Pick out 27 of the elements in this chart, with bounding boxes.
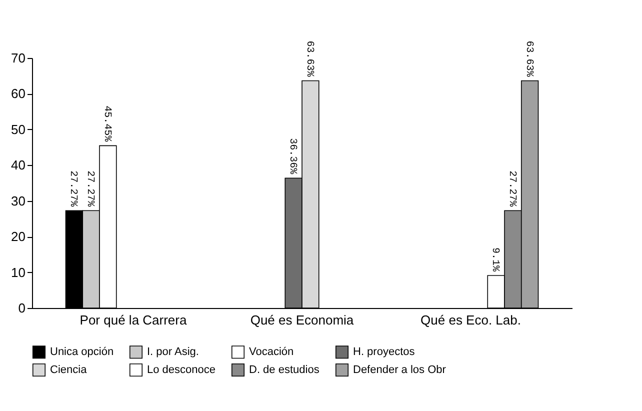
y-tick-label: 10 bbox=[11, 264, 26, 280]
legend-label: Defender a los Obr bbox=[353, 364, 446, 376]
legend-label: Unica opción bbox=[50, 346, 114, 358]
data-label: 63.63% bbox=[303, 40, 314, 77]
legend-label: D. de estudios bbox=[249, 364, 320, 376]
data-label: 27.27% bbox=[84, 170, 96, 207]
legend-label: Vocación bbox=[249, 346, 294, 358]
data-label: 9.1% bbox=[489, 247, 500, 272]
y-tick-label: 50 bbox=[11, 122, 26, 137]
legend-label: Ciencia bbox=[50, 364, 88, 376]
x-tick-label: Qué es Economia bbox=[250, 312, 354, 328]
x-tick-label: Por qué la Carrera bbox=[80, 312, 188, 328]
y-tick-label: 0 bbox=[18, 300, 26, 316]
legend-label: H. proyectos bbox=[353, 346, 416, 358]
y-tick-label: 20 bbox=[11, 229, 26, 244]
y-tick-label: 60 bbox=[11, 86, 26, 102]
y-tick-label: 70 bbox=[11, 50, 26, 66]
data-label: 36.36% bbox=[286, 138, 298, 174]
x-tick-label: Qué es Eco. Lab. bbox=[420, 312, 521, 328]
legend-label: Lo desconoce bbox=[147, 364, 216, 376]
legend-label: I. por Asig. bbox=[147, 346, 199, 358]
data-label: 27.27% bbox=[67, 170, 78, 207]
y-tick-label: 30 bbox=[11, 193, 26, 208]
data-label: 45.45% bbox=[100, 106, 112, 142]
y-tick-label: 40 bbox=[11, 158, 26, 173]
data-label: 27.27% bbox=[506, 170, 517, 207]
data-label: 63.63% bbox=[522, 40, 534, 77]
